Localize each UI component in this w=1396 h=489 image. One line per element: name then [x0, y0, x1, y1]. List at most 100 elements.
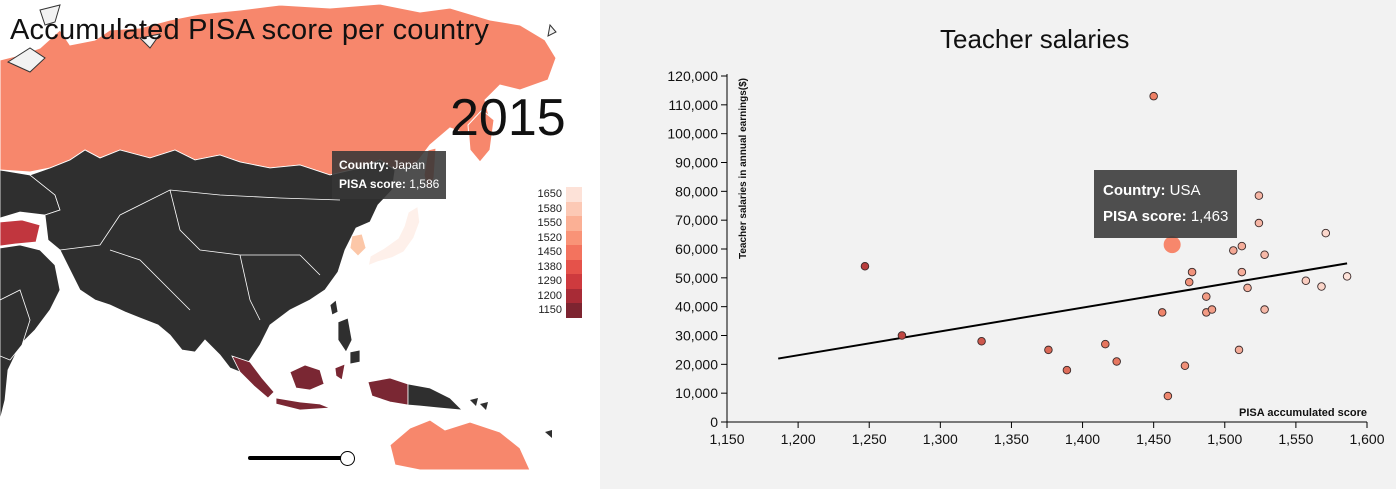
scatter-point[interactable]: [1202, 292, 1211, 301]
y-tick-label: 90,000: [675, 155, 718, 171]
choropleth-map: [0, 0, 600, 489]
legend-swatch: [566, 303, 582, 318]
trendline: [778, 262, 1348, 360]
y-tick-label: 40,000: [675, 299, 718, 315]
y-tick-label: 110,000: [668, 97, 718, 113]
map-country-japan[interactable]: [366, 204, 421, 268]
map-tooltip: Country: Japan PISA score: 1,586: [332, 151, 447, 199]
x-tick-label: 1,300: [923, 431, 958, 447]
map-tooltip-country-value: Japan: [392, 158, 426, 172]
scatter-point[interactable]: [1237, 241, 1247, 251]
scatter-point[interactable]: [977, 337, 986, 346]
legend-swatch: [566, 245, 582, 260]
y-tick-label: 100,000: [667, 126, 718, 142]
scatter-point[interactable]: [1243, 283, 1252, 293]
legend-label: 1450: [537, 246, 562, 258]
scatter-point[interactable]: [1317, 282, 1326, 291]
map-country-korea[interactable]: [349, 233, 367, 257]
x-tick-label: 1,450: [1136, 431, 1171, 447]
scatter-point[interactable]: [1321, 228, 1331, 238]
legend-swatch: [566, 201, 582, 216]
legend-swatch: [566, 259, 582, 274]
scatter-point[interactable]: [1062, 365, 1072, 375]
map-country-turkey[interactable]: [0, 219, 41, 247]
x-tick-label: 1,600: [1349, 431, 1384, 447]
scatter-point[interactable]: [1234, 345, 1244, 355]
x-tick-label: 1,350: [994, 431, 1029, 447]
scatter-point[interactable]: [1237, 267, 1247, 277]
x-tick-label: 1,250: [852, 431, 887, 447]
map-island-arctic: [6, 4, 557, 73]
legend-swatch: [566, 288, 582, 303]
scatter-point[interactable]: [1101, 339, 1110, 349]
y-tick-label: 10,000: [675, 385, 718, 401]
y-axis-label: Teacher salaries in annual earnings($): [738, 78, 749, 259]
scatter-point[interactable]: [1187, 267, 1197, 277]
y-tick-label: 30,000: [675, 328, 718, 344]
scatter-tooltip-country-line: Country: USA: [1103, 178, 1228, 204]
map-tooltip-score-label: PISA score:: [339, 177, 406, 191]
scatter-point[interactable]: [1260, 250, 1269, 260]
map-country-indonesia[interactable]: [231, 355, 409, 411]
y-tick-label: 120,000: [667, 68, 718, 84]
legend-swatch: [566, 274, 582, 289]
y-tick-label: 0: [710, 414, 718, 430]
legend-label: 1580: [537, 202, 562, 215]
legend-label: 1290: [537, 275, 562, 287]
scatter-point[interactable]: [1301, 276, 1311, 285]
scatter-point-highlighted[interactable]: [1163, 236, 1181, 254]
scatter-point[interactable]: [1184, 277, 1194, 287]
map-region-africa-horn: [0, 289, 31, 361]
y-tick-label: 50,000: [675, 270, 718, 286]
scatter-point[interactable]: [1044, 345, 1053, 355]
map-tooltip-country-label: Country:: [339, 158, 389, 172]
scatter-point[interactable]: [1254, 218, 1264, 228]
year-slider-handle[interactable]: [340, 451, 355, 466]
map-tooltip-score-line: PISA score: 1,586: [339, 175, 439, 194]
legend-label: 1200: [537, 289, 562, 302]
map-region-philippines[interactable]: [329, 299, 361, 365]
scatter-tooltip-score-label: PISA score:: [1103, 208, 1187, 225]
map-title: Accumulated PISA score per country: [10, 14, 490, 46]
map-country-australia[interactable]: [389, 419, 531, 471]
legend-label: 1380: [537, 260, 562, 273]
y-tick-label: 70,000: [675, 212, 718, 228]
scatter-point[interactable]: [1229, 246, 1238, 255]
scatter-point[interactable]: [1254, 191, 1264, 200]
map-country-russia-east: [467, 109, 495, 163]
scatter-tooltip-country-value: USA: [1169, 182, 1201, 199]
legend-label: 1150: [538, 304, 562, 316]
x-tick-label: 1,200: [781, 431, 816, 447]
legend-label: 1550: [537, 217, 562, 229]
scatter-tooltip-score-line: PISA score: 1,463: [1103, 204, 1228, 230]
scatter-tooltip-score-value: 1,463: [1190, 208, 1229, 225]
y-tick-label: 80,000: [675, 183, 718, 199]
scatter-point[interactable]: [1180, 361, 1190, 371]
scatter-point[interactable]: [1342, 272, 1352, 281]
year-slider-track[interactable]: [248, 456, 346, 460]
scatter-point[interactable]: [1112, 357, 1121, 366]
map-region-asia[interactable]: [29, 149, 396, 373]
x-tick-label: 1,400: [1065, 431, 1100, 447]
map-tooltip-score-value: 1,586: [409, 177, 440, 191]
scatter-tooltip: Country: USA PISA score: 1,463: [1094, 170, 1238, 238]
legend-swatch: [566, 187, 582, 202]
scatter-point[interactable]: [860, 262, 870, 271]
map-country-png[interactable]: [407, 383, 464, 411]
y-tick-label: 20,000: [675, 356, 718, 372]
scatter-point[interactable]: [1207, 305, 1217, 314]
scatter-point[interactable]: [1157, 308, 1167, 317]
legend-label: 1520: [537, 231, 562, 244]
scatter-point[interactable]: [1260, 305, 1269, 314]
scatter-point[interactable]: [1163, 391, 1173, 401]
scatter-title: Teacher salaries: [940, 24, 1130, 54]
scatter-point[interactable]: [1149, 91, 1158, 101]
scatter-tooltip-country-label: Country:: [1103, 182, 1166, 199]
y-tick-label: 60,000: [675, 241, 718, 257]
legend-swatch: [566, 230, 582, 245]
x-axis-label: PISA accumulated score: [1239, 407, 1367, 419]
map-year: 2015: [450, 89, 566, 147]
map-region-south-west[interactable]: [0, 244, 61, 421]
scatter-point[interactable]: [897, 331, 907, 340]
